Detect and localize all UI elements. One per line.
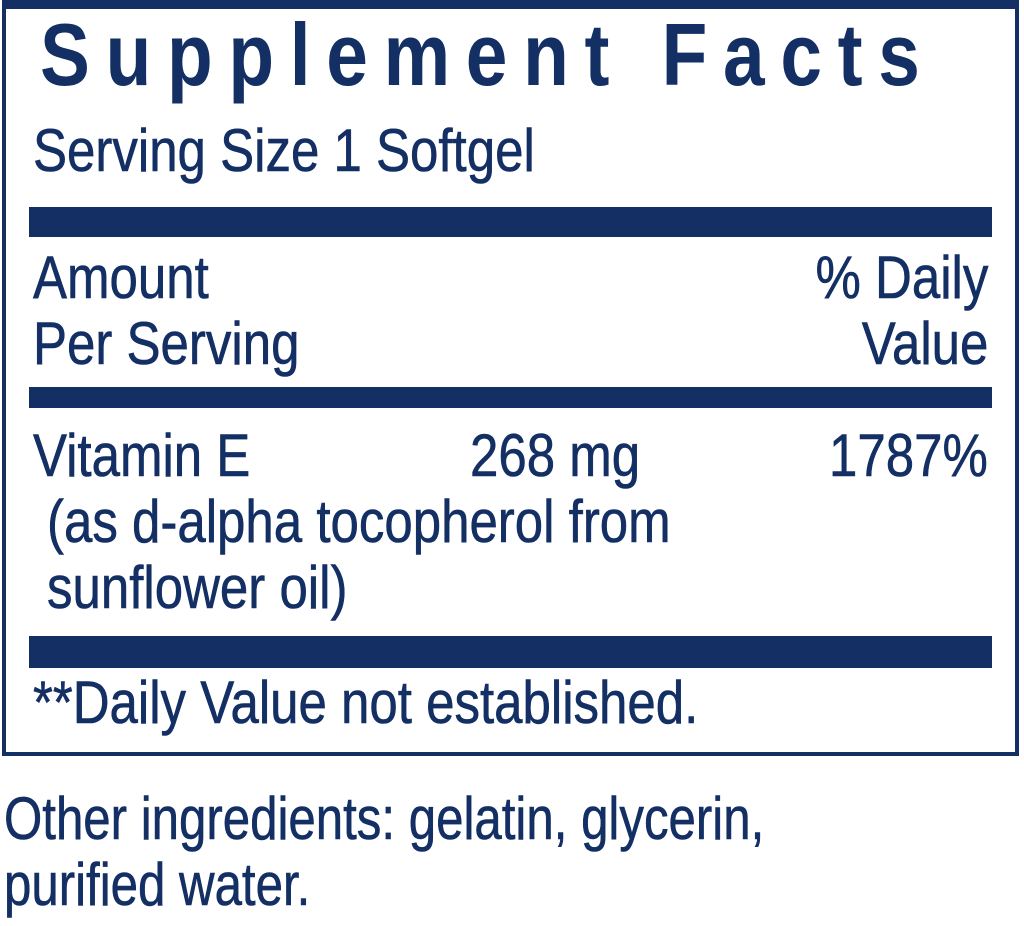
column-header-daily-value: % Daily Value bbox=[785, 244, 988, 377]
divider-bar-middle bbox=[29, 387, 992, 408]
column-headers: Amount Per Serving % Daily Value bbox=[6, 244, 1015, 377]
nutrient-row: Vitamin E 268 mg 1787% (as d-alpha tocop… bbox=[6, 422, 1015, 621]
nutrient-name: Vitamin E bbox=[33, 422, 251, 489]
panel-title: Supplement Facts bbox=[40, 5, 936, 104]
nutrient-source-note: (as d-alpha tocopherol from sunflower oi… bbox=[33, 488, 988, 621]
other-ingredients: Other ingredients: gelatin, glycerin, pu… bbox=[4, 785, 931, 918]
nutrient-amount: 268 mg bbox=[470, 422, 641, 489]
divider-bar-top bbox=[29, 207, 992, 237]
other-ingredients-line1: Other ingredients: gelatin, glycerin, bbox=[4, 785, 765, 852]
daily-value-label-line2: Value bbox=[861, 310, 988, 377]
daily-value-label-line1: % Daily bbox=[815, 244, 988, 311]
amount-label-line1: Amount bbox=[33, 244, 209, 311]
supplement-facts-panel: Supplement Facts Serving Size 1 Softgel … bbox=[2, 0, 1019, 756]
nutrient-source-note-line2: sunflower oil) bbox=[47, 554, 348, 621]
nutrient-daily-value: 1787% bbox=[829, 422, 988, 489]
daily-value-footnote: **Daily Value not established. bbox=[33, 669, 699, 736]
other-ingredients-line2: purified water. bbox=[4, 851, 311, 918]
serving-size-text: Serving Size 1 Softgel bbox=[33, 117, 535, 184]
column-header-amount: Amount Per Serving bbox=[33, 244, 346, 377]
top-accent-bar bbox=[6, 0, 1015, 9]
nutrient-source-note-line1: (as d-alpha tocopherol from bbox=[47, 488, 671, 555]
amount-label-line2: Per Serving bbox=[33, 310, 300, 377]
divider-bar-bottom bbox=[29, 636, 992, 668]
